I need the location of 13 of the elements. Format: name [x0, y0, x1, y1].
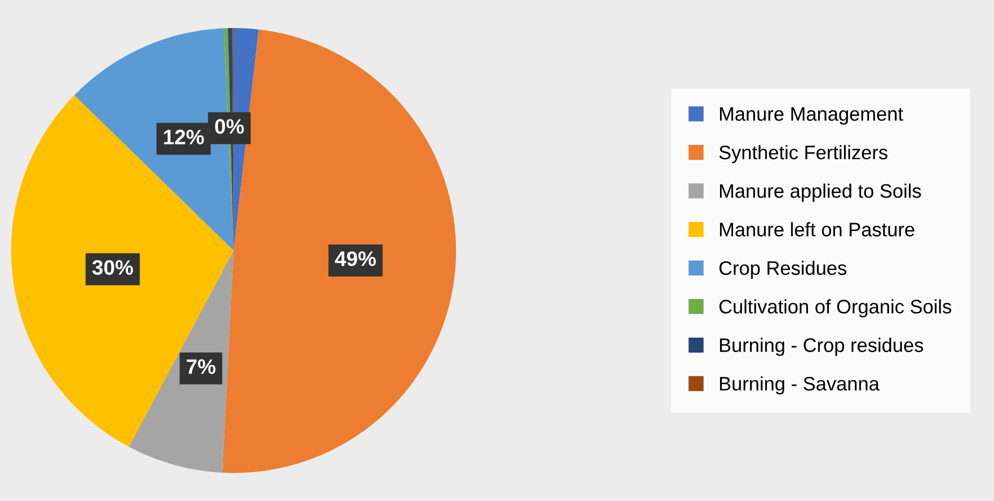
- legend-label: Manure applied to Soils: [720, 184, 921, 202]
- legend-label: Manure left on Pasture: [720, 222, 914, 236]
- data-label: 30%: [92, 260, 133, 275]
- legend-label: Burning - Savanna: [720, 376, 880, 394]
- legend-label: Cultivation of Organic Soils: [719, 299, 952, 318]
- data-label: 49%: [335, 251, 376, 266]
- legend-label: Manure Management: [720, 107, 904, 125]
- data-label: 12%: [164, 130, 204, 144]
- legend-label: Crop Residues: [719, 260, 846, 279]
- data-label: 7%: [186, 359, 216, 374]
- legend-label: Synthetic Fertilizers: [719, 145, 888, 164]
- legend-label: Burning - Crop residues: [720, 338, 924, 356]
- data-label: 0%: [215, 119, 244, 134]
